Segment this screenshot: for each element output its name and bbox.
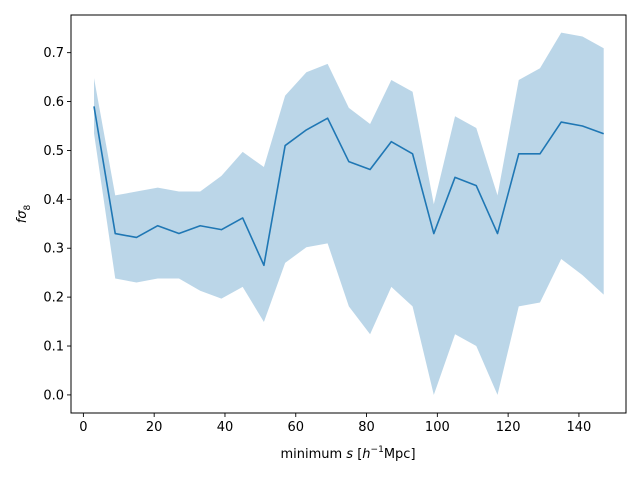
y-axis-label: fσ8 — [15, 204, 33, 223]
x-tick-label: 100 — [425, 420, 450, 435]
y-tick-label: 0.3 — [43, 242, 64, 257]
x-tick-label: 20 — [146, 420, 163, 435]
y-tick-label: 0.2 — [43, 291, 64, 306]
x-tick-label: 80 — [358, 420, 375, 435]
y-axis-ticks: 0.0 0.1 0.2 0.3 0.4 0.5 0.6 0.7 — [43, 46, 71, 403]
x-tick-label: 120 — [496, 420, 521, 435]
confidence-band — [94, 32, 604, 395]
y-tick-label: 0.4 — [43, 193, 64, 208]
y-tick-label: 0.0 — [43, 388, 64, 403]
x-tick-label: 60 — [287, 420, 304, 435]
y-tick-label: 0.5 — [43, 144, 64, 159]
plot-area — [93, 32, 604, 395]
x-tick-label: 40 — [217, 420, 234, 435]
x-tick-label: 0 — [79, 420, 87, 435]
y-tick-label: 0.6 — [43, 95, 64, 110]
x-tick-label: 140 — [567, 420, 592, 435]
x-axis-ticks: 0 20 40 60 80 100 120 140 — [79, 413, 591, 435]
y-tick-label: 0.7 — [43, 46, 64, 61]
axes-frame — [70, 14, 627, 414]
y-tick-label: 0.1 — [43, 340, 64, 355]
x-axis-label: minimum s [h−1Mpc] — [280, 445, 415, 462]
